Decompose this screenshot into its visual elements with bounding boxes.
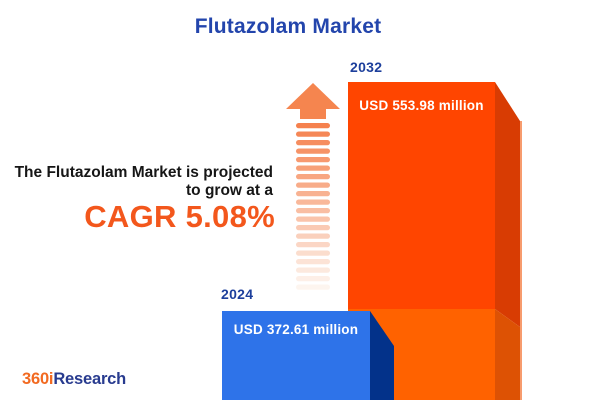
bar-2032 [348, 82, 522, 400]
arrow-stripe [296, 267, 330, 273]
arrow-stripe [296, 148, 330, 154]
bar-2024-value-label: USD 372.61 million [233, 322, 359, 337]
arrow-stripe [296, 140, 330, 146]
arrow-stripe [296, 131, 330, 137]
annotation-line-2: to grow at a [186, 181, 273, 199]
bar-2032-side-top [495, 82, 520, 327]
bar-2024-side [370, 311, 394, 400]
arrow-stripe [296, 259, 330, 265]
arrow-stripe [296, 182, 330, 188]
arrow-stripe [296, 123, 330, 129]
brand-logo-research: Research [53, 370, 127, 388]
bar-2032-face-top [348, 82, 495, 309]
bar-2024-face [222, 311, 370, 400]
growth-arrow-icon [286, 83, 340, 290]
arrow-head-icon [286, 83, 340, 119]
arrow-stripe [296, 276, 330, 282]
arrow-stripe [296, 165, 330, 171]
brand-logo: 360iResearch [22, 370, 126, 389]
arrow-stripe [296, 199, 330, 205]
annotation-text: The Flutazolam Market is projected to gr… [0, 164, 273, 199]
bar-2024 [222, 311, 394, 400]
bar-2032-value-label: USD 553.98 million [359, 98, 484, 113]
bar-2032-year-label: 2032 [350, 59, 383, 75]
brand-logo-360i: 360i [22, 370, 54, 388]
arrow-stripe [296, 191, 330, 197]
cagr-value: CAGR 5.08% [84, 199, 275, 234]
annotation-line-1: The Flutazolam Market is projected [14, 164, 273, 181]
arrow-stripes [296, 123, 330, 290]
page-title: Flutazolam Market [194, 15, 382, 38]
arrow-stripe [296, 225, 330, 231]
bar-2032-edge-highlight [520, 121, 522, 400]
arrow-stripe [296, 216, 330, 222]
bar-2032-side-bottom [495, 309, 520, 400]
arrow-stripe [296, 208, 330, 214]
bar-2024-year-label: 2024 [221, 286, 254, 302]
arrow-stripe [296, 233, 330, 239]
arrow-stripe [296, 157, 330, 163]
arrow-stripe [296, 174, 330, 180]
arrow-stripe [296, 250, 330, 256]
arrow-stripe [296, 242, 330, 248]
arrow-stripe [296, 284, 330, 290]
